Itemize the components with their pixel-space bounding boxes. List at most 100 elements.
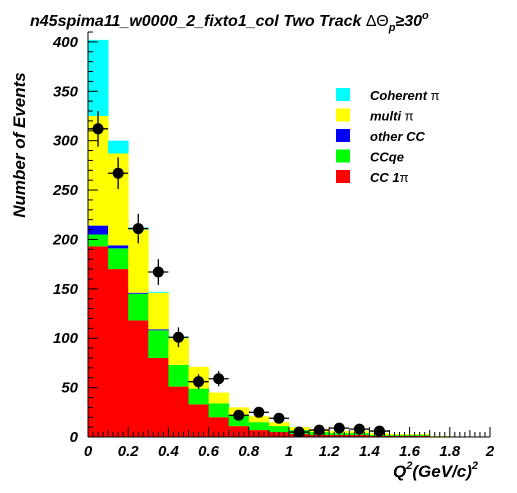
y-tick-label-8: 400 bbox=[52, 34, 79, 51]
data-point-1 bbox=[108, 157, 129, 190]
marker-7 bbox=[233, 409, 245, 421]
x-tick-label-2: 0.4 bbox=[158, 443, 180, 460]
bar-s3-b6 bbox=[208, 392, 230, 404]
title-sub: p bbox=[388, 22, 396, 34]
x-tick-label-1: 0.2 bbox=[118, 443, 140, 460]
bar-s0-b0 bbox=[88, 246, 109, 437]
marker-13 bbox=[353, 423, 365, 435]
legend-swatch-4 bbox=[336, 170, 350, 183]
bar-s0-b3 bbox=[148, 357, 169, 437]
y-tick-label-5: 250 bbox=[52, 182, 79, 199]
legend-swatch-1 bbox=[336, 108, 350, 122]
x-tick-label-9: 1.8 bbox=[439, 443, 461, 460]
bar-s3-b1 bbox=[108, 153, 129, 246]
marker-12 bbox=[333, 422, 345, 434]
legend-label-1: multi π bbox=[370, 109, 414, 124]
y-tick-label-2: 100 bbox=[53, 330, 79, 347]
data-point-3 bbox=[148, 259, 169, 285]
legend-label-0: Coherent π bbox=[370, 88, 440, 103]
x-tick-label-3: 0.6 bbox=[198, 443, 220, 460]
bar-s1-b2 bbox=[128, 293, 149, 321]
bar-s3-b0 bbox=[88, 115, 109, 226]
title-sup: o bbox=[422, 10, 429, 22]
y-tick-label-1: 50 bbox=[61, 380, 78, 397]
legend-label-2: other CC bbox=[370, 129, 426, 144]
title-geq: ≥30 bbox=[395, 13, 422, 30]
legend-swatch-0 bbox=[336, 88, 350, 101]
data-point-5 bbox=[188, 374, 209, 390]
data-point-0 bbox=[88, 111, 109, 147]
legend-label-pi-1: π bbox=[405, 109, 414, 124]
marker-1 bbox=[112, 167, 124, 179]
legend-label-text-2: other CC bbox=[370, 129, 426, 144]
bar-s1-b8 bbox=[248, 422, 270, 431]
data-point-6 bbox=[208, 371, 229, 387]
bar-s2-b2 bbox=[128, 292, 149, 294]
bar-s4-b3 bbox=[148, 291, 169, 293]
marker-8 bbox=[253, 406, 265, 418]
x-tick-label-7: 1.4 bbox=[359, 443, 381, 460]
marker-11 bbox=[313, 424, 325, 436]
bar-s0-b2 bbox=[128, 320, 149, 437]
legend-label-4: CC 1π bbox=[370, 170, 409, 185]
bar-s3-b8 bbox=[248, 416, 270, 423]
marker-3 bbox=[152, 266, 164, 278]
bar-s2-b3 bbox=[148, 329, 169, 331]
x-axis-label: Q2(GeV/c)2 bbox=[393, 460, 478, 481]
bar-s4-b1 bbox=[108, 140, 129, 154]
bar-s3-b4 bbox=[168, 338, 189, 365]
legend-label-text-1: multi bbox=[370, 109, 405, 124]
x-tick-label-8: 1.6 bbox=[399, 443, 421, 460]
x-tick-label-0: 0 bbox=[84, 443, 93, 460]
marker-9 bbox=[273, 412, 285, 424]
legend-label-text-4: CC 1 bbox=[370, 170, 400, 185]
legend-label-pi-4: π bbox=[400, 170, 409, 185]
x-tick-label-5: 1 bbox=[285, 443, 293, 460]
bar-s2-b0 bbox=[88, 225, 109, 235]
legend-label-text-0: Coherent bbox=[370, 88, 431, 103]
bar-s3-b3 bbox=[148, 292, 169, 330]
legend-label-pi-0: π bbox=[431, 88, 440, 103]
title-prefix: n45spima11_w0000_2_fixto1_col Two Track bbox=[30, 13, 366, 30]
data-point-9 bbox=[268, 412, 289, 424]
bar-s1-b4 bbox=[168, 364, 189, 387]
legend-swatch-3 bbox=[336, 149, 350, 163]
y-tick-label-6: 300 bbox=[53, 133, 79, 150]
marker-14 bbox=[373, 425, 385, 437]
legend-swatch-2 bbox=[336, 129, 350, 142]
data-point-7 bbox=[228, 409, 249, 421]
legend-label-text-3: CCqe bbox=[370, 150, 404, 165]
marker-4 bbox=[172, 331, 184, 343]
y-axis-label: Number of Events bbox=[10, 72, 29, 217]
data-point-14 bbox=[369, 425, 390, 437]
bar-s1-b0 bbox=[88, 234, 109, 247]
xlabel-end-sup: 2 bbox=[471, 460, 478, 472]
y-tick-label-3: 150 bbox=[53, 281, 79, 298]
bar-s1-b6 bbox=[208, 403, 230, 418]
bar-s0-b1 bbox=[108, 269, 129, 437]
marker-2 bbox=[132, 223, 144, 235]
title-theta: ΔΘ bbox=[366, 13, 389, 30]
data-point-12 bbox=[329, 422, 350, 434]
x-tick-label-6: 1.2 bbox=[319, 443, 341, 460]
y-tick-label-7: 350 bbox=[53, 83, 79, 100]
x-tick-label-10: 2 bbox=[485, 443, 495, 460]
bar-s1-b1 bbox=[108, 248, 129, 270]
marker-5 bbox=[193, 376, 205, 388]
bar-s4-b0 bbox=[88, 39, 109, 116]
data-point-4 bbox=[168, 327, 189, 348]
marker-0 bbox=[92, 123, 104, 135]
y-tick-label-4: 200 bbox=[52, 231, 79, 248]
bar-s0-b5 bbox=[188, 404, 209, 437]
data-point-8 bbox=[248, 406, 269, 418]
legend-label-3: CCqe bbox=[370, 150, 404, 165]
xlabel-q: Q bbox=[393, 462, 406, 481]
bar-s1-b3 bbox=[148, 330, 169, 358]
x-tick-label-4: 0.8 bbox=[238, 443, 260, 460]
bar-s1-b5 bbox=[188, 388, 209, 405]
y-tick-label-0: 0 bbox=[70, 429, 79, 446]
bar-s0-b7 bbox=[228, 426, 250, 437]
chart-title: n45spima11_w0000_2_fixto1_col Two Track … bbox=[30, 10, 429, 34]
